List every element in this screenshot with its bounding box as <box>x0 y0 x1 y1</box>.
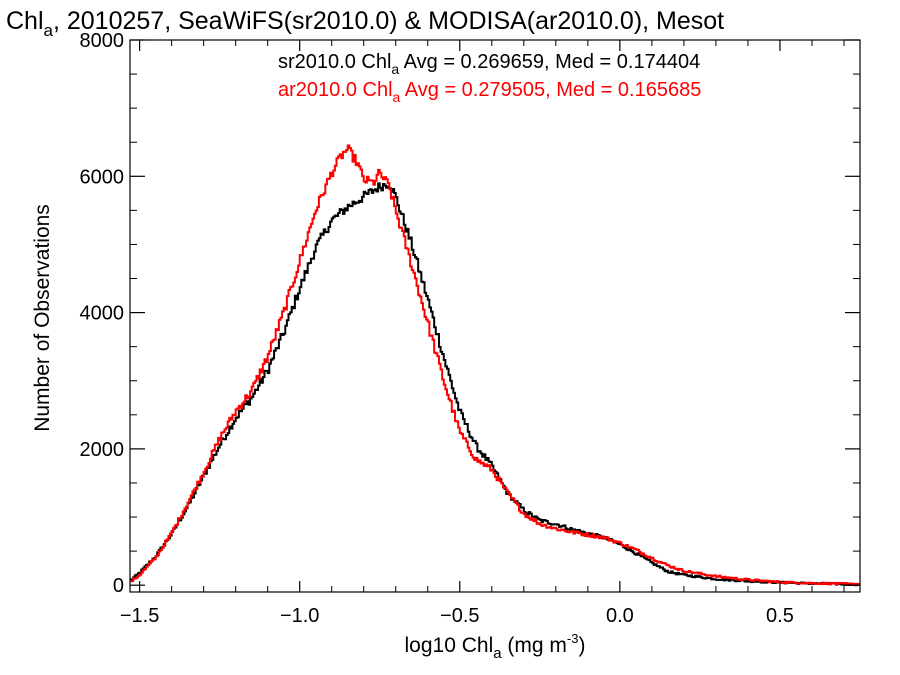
y-axis-label: Number of Observations <box>31 204 54 432</box>
x-tick-label: −1.5 <box>120 605 159 627</box>
y-tick-label: 0 <box>113 575 124 597</box>
y-tick-label: 8000 <box>80 30 125 52</box>
x-tick-label: 0.5 <box>766 605 794 627</box>
legend-entry-sr: sr2010.0 Chla Avg = 0.269659, Med = 0.17… <box>278 51 700 77</box>
series-line-ar <box>130 144 860 586</box>
plot-area: −1.5 −1.0 −0.5 0.0 0.5 0 2000 4000 6000 8000 <box>80 30 861 627</box>
chart-title: Chla, 2010257, SeaWiFS(sr2010.0) & MODIS… <box>6 7 724 40</box>
series-layer <box>130 144 860 587</box>
y-tick-label: 6000 <box>80 166 125 188</box>
plot-frame <box>129 39 861 593</box>
x-tick-label: 0.0 <box>606 605 634 627</box>
x-axis-label: log10 Chla (mg m-3) <box>405 631 586 662</box>
legend-entry-ar: ar2010.0 Chla Avg = 0.279505, Med = 0.16… <box>278 79 701 105</box>
ticks-layer: −1.5 −1.0 −0.5 0.0 0.5 0 2000 4000 6000 8000 <box>80 30 860 627</box>
series-line-sr <box>130 182 860 587</box>
x-tick-label: −0.5 <box>440 605 479 627</box>
y-tick-label: 2000 <box>80 439 125 461</box>
x-tick-label: −1.0 <box>280 605 319 627</box>
y-tick-label: 4000 <box>80 303 125 325</box>
